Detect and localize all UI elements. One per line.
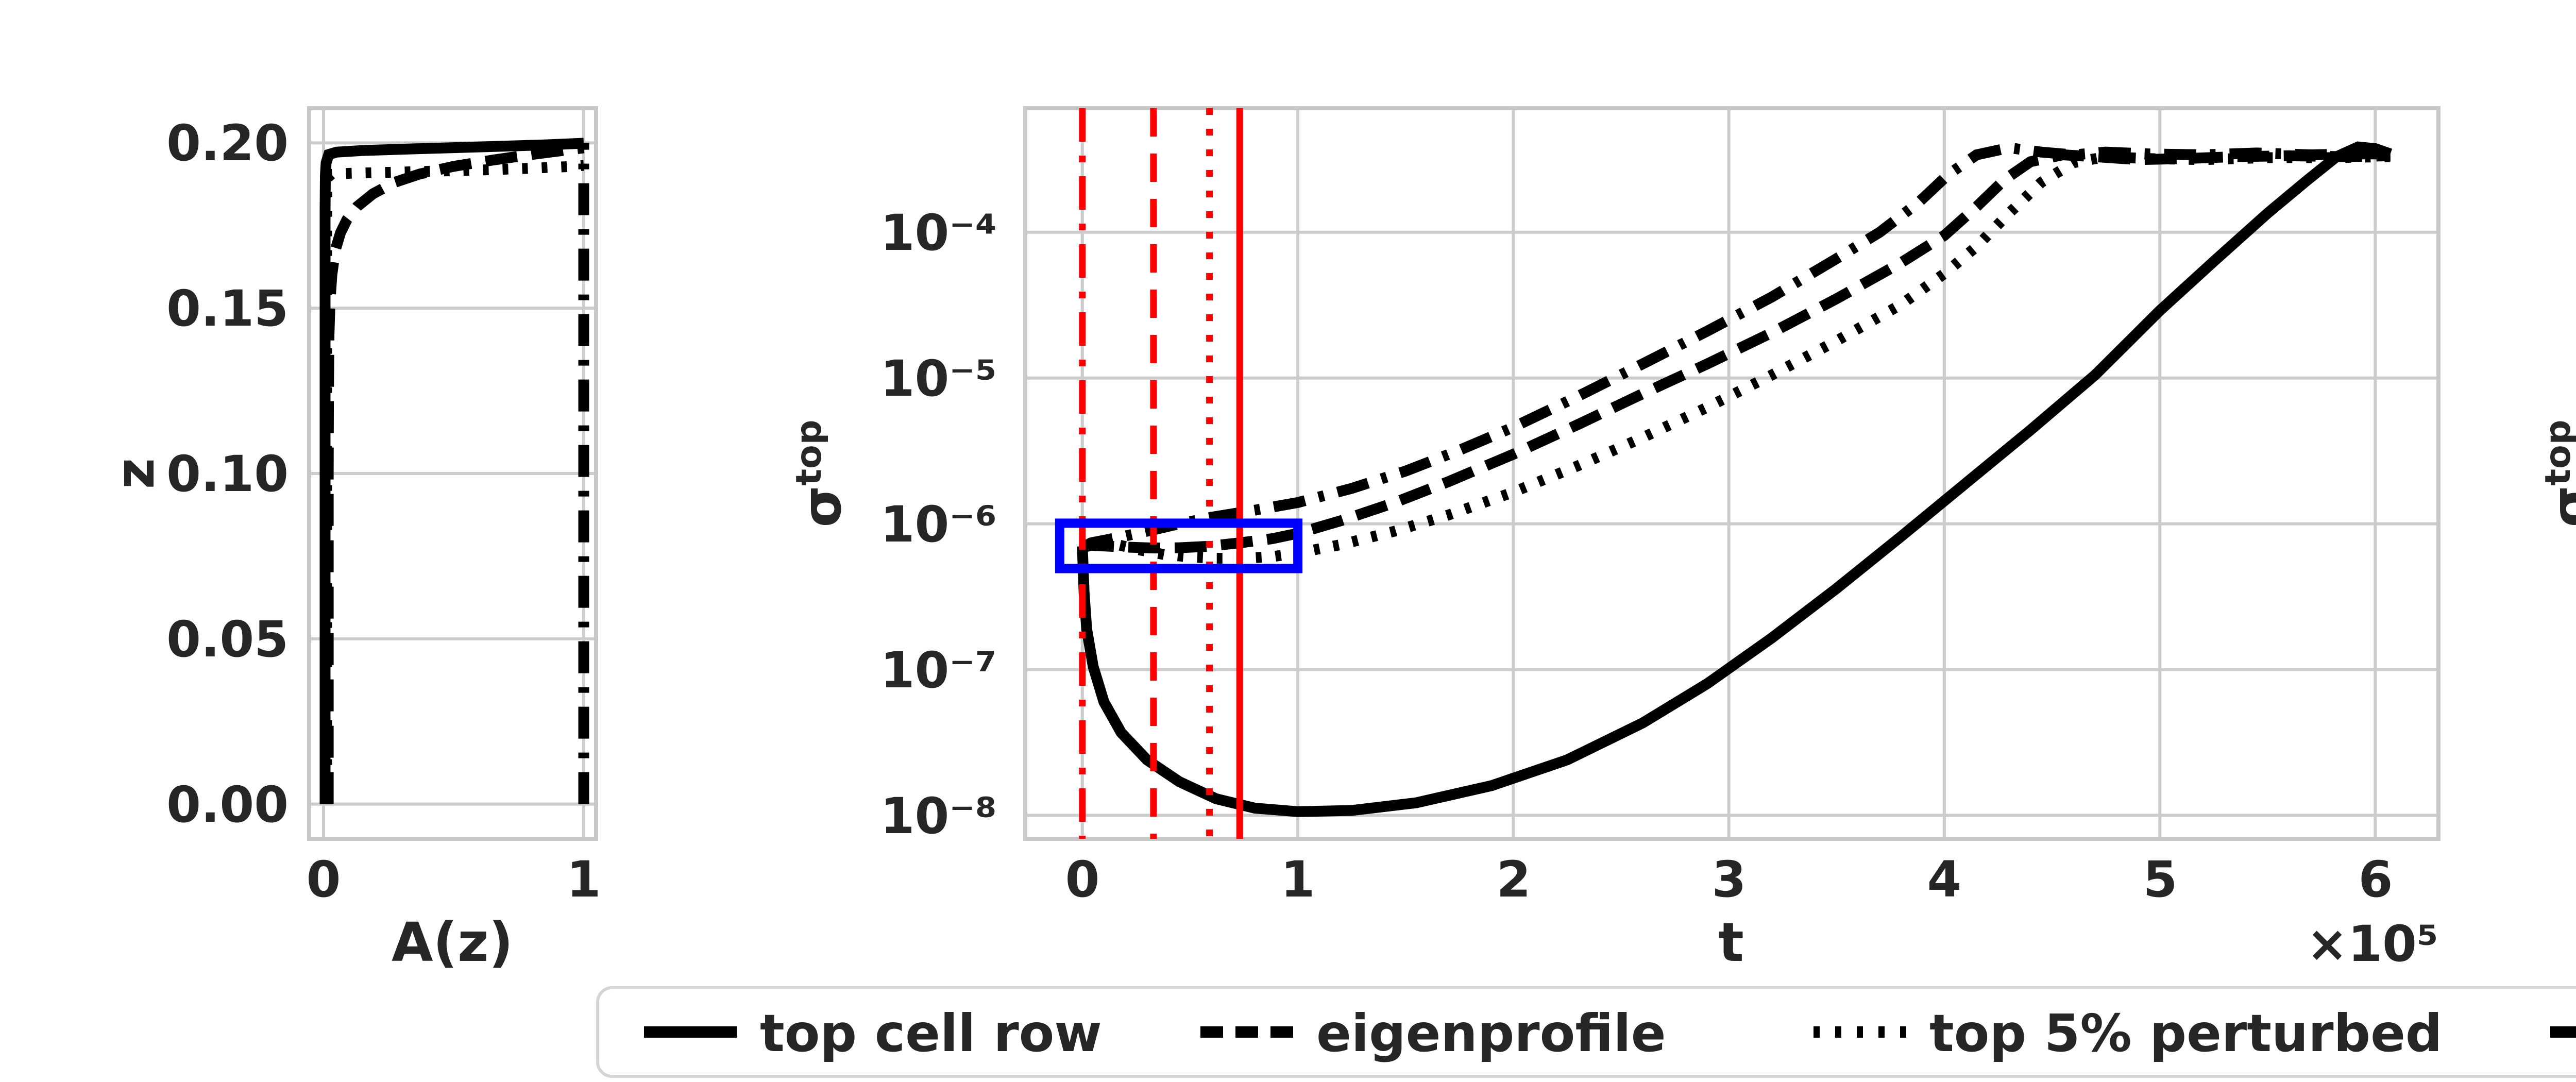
sigma-zoom-yaxis-label: σtop	[2538, 420, 2576, 528]
sigma-full-ytick: 10⁻⁶	[880, 496, 997, 553]
series-solid	[1077, 141, 2393, 817]
profile-axes-frame	[307, 106, 598, 841]
profile-ytick: 0.05	[166, 611, 289, 668]
panel-profile: 0.20 0.15 0.10 0.05 0.00 0 1 A(z) z	[104, 106, 601, 974]
series-dotted	[321, 160, 584, 804]
profile-xtick: 1	[567, 851, 601, 908]
sigma-full-ytick: 10⁻⁵	[880, 350, 997, 408]
series-dashdot	[1079, 142, 2391, 553]
sigma-superscript: top	[789, 420, 829, 486]
sigma-symbol: σ	[790, 485, 853, 527]
profile-xtick: 0	[307, 851, 341, 908]
profile-ytick: 0.00	[166, 776, 289, 834]
profile-series	[319, 138, 589, 804]
sigma-full-xtick: 3	[1712, 851, 1747, 908]
series-dashed	[1080, 149, 2391, 554]
sigma-full-annotations	[1055, 108, 1303, 839]
legend-label-top-5-perturbed: top 5% perturbed	[1929, 1003, 2443, 1063]
profile-ytick: 0.20	[166, 114, 289, 172]
zoom-box	[1055, 518, 1303, 573]
sigma-full-yaxis-label: σtop	[789, 420, 853, 528]
sigma-full-ytick: 10⁻⁷	[880, 641, 997, 699]
series-solid	[319, 138, 584, 804]
sigma-full-xtick: 6	[2359, 851, 2393, 908]
profile-grid	[309, 108, 596, 839]
sigma-full-offset-label: ×10⁵	[2307, 915, 2438, 973]
profile-ytick: 0.10	[166, 445, 289, 503]
profile-yaxis-label: z	[104, 458, 166, 489]
panel-sigma-full: 10⁻⁴ 10⁻⁵ 10⁻⁶ 10⁻⁷ 10⁻⁸ 0 1 2 3 4 5 6 t…	[789, 106, 2441, 974]
series-dotted	[1079, 151, 2391, 564]
sigma-full-ytick: 10⁻⁴	[880, 204, 997, 262]
sigma-symbol: σ	[2539, 485, 2576, 527]
sigma-full-xtick: 5	[2143, 851, 2178, 908]
legend-label-eigenprofile: eigenprofile	[1316, 1003, 1666, 1063]
sigma-full-xtick: 0	[1065, 851, 1100, 908]
series-dashed	[323, 142, 585, 804]
legend: top cell row eigenprofile top 5% perturb…	[596, 986, 2576, 1078]
sigma-full-xtick: 4	[1927, 851, 1962, 908]
sigma-full-xaxis-label: t	[1718, 911, 1744, 974]
sigma-full-xtick: 2	[1497, 851, 1531, 908]
profile-ytick: 0.15	[166, 280, 289, 337]
sigma-full-series	[1077, 141, 2393, 817]
legend-label-top-cell-row: top cell row	[760, 1003, 1102, 1063]
sigma-full-xtick: 1	[1281, 851, 1315, 908]
sigma-superscript: top	[2538, 420, 2576, 486]
sigma-full-axes-frame	[1023, 106, 2441, 841]
sigma-full-ytick: 10⁻⁸	[880, 787, 997, 845]
legend-box	[596, 986, 2576, 1078]
panel-sigma-zoom: 9 × 10⁻⁷ 8 × 10⁻⁷ 7 × 10⁻⁷ 6 × 10⁻⁷ 5 × …	[2538, 420, 2576, 528]
profile-xaxis-label: A(z)	[392, 911, 513, 974]
